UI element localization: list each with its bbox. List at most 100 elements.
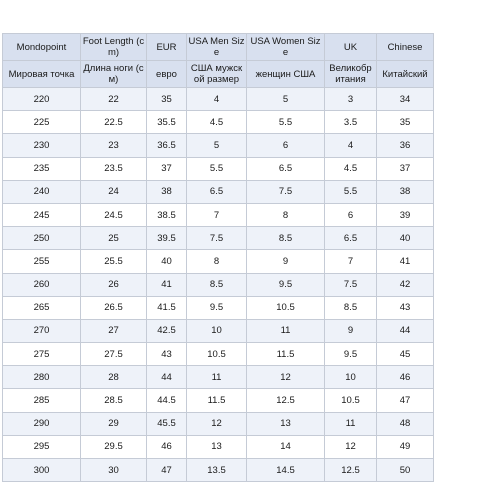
cell-eur: 38.5: [146, 202, 187, 228]
cell-usa-men: 11: [186, 365, 247, 390]
cell-usa-men: 12: [186, 411, 247, 436]
cell-usa-men: 5.5: [186, 156, 247, 181]
header-ru-eur: евро: [146, 60, 187, 88]
cell-foot-length: 23.5: [80, 156, 147, 181]
cell-usa-men: 13.5: [186, 457, 247, 483]
cell-uk: 5.5: [324, 179, 377, 204]
header-mondopoint: Mondopoint: [2, 33, 81, 61]
cell-mondopoint: 290: [2, 411, 81, 436]
header-usa-men: USA Men Size: [186, 33, 247, 61]
cell-uk: 9.5: [324, 342, 377, 367]
table-row: 245 24.5 38.5 7 8 6 39: [2, 202, 434, 228]
cell-uk: 12.5: [324, 457, 377, 483]
cell-usa-men: 7.5: [186, 226, 247, 251]
header-ru-usa-women: женщин США: [246, 60, 325, 88]
cell-chinese: 37: [376, 156, 434, 181]
cell-usa-women: 14: [246, 434, 325, 460]
cell-foot-length: 30: [80, 457, 147, 483]
header-ru-foot-length: Длина ноги (см): [80, 60, 147, 88]
cell-usa-men: 8: [186, 249, 247, 274]
cell-mondopoint: 220: [2, 86, 81, 112]
cell-foot-length: 27: [80, 318, 147, 344]
cell-mondopoint: 245: [2, 202, 81, 228]
size-conversion-table: Mondopoint Foot Length (cm) EUR USA Men …: [2, 33, 434, 483]
cell-chinese: 41: [376, 249, 434, 274]
table-row: 275 27.5 43 10.5 11.5 9.5 45: [2, 342, 434, 367]
cell-mondopoint: 230: [2, 133, 81, 158]
cell-chinese: 46: [376, 365, 434, 390]
cell-foot-length: 25: [80, 226, 147, 251]
cell-eur: 39.5: [146, 226, 187, 251]
header-row-russian: Мировая точка Длина ноги (см) евро США м…: [2, 60, 434, 88]
cell-usa-women: 11.5: [246, 342, 325, 367]
cell-eur: 35: [146, 86, 187, 112]
cell-foot-length: 27.5: [80, 342, 147, 367]
cell-uk: 4.5: [324, 156, 377, 181]
table-row: 270 27 42.5 10 11 9 44: [2, 318, 434, 344]
cell-uk: 3: [324, 86, 377, 112]
cell-uk: 8.5: [324, 295, 377, 320]
cell-usa-men: 6.5: [186, 179, 247, 204]
cell-eur: 41.5: [146, 295, 187, 320]
cell-chinese: 40: [376, 226, 434, 251]
cell-uk: 3.5: [324, 110, 377, 135]
cell-foot-length: 26.5: [80, 295, 147, 320]
cell-chinese: 34: [376, 86, 434, 112]
cell-uk: 10: [324, 365, 377, 390]
cell-chinese: 38: [376, 179, 434, 204]
table-body: Mondopoint Foot Length (cm) EUR USA Men …: [2, 33, 434, 483]
cell-usa-men: 13: [186, 434, 247, 460]
cell-foot-length: 24.5: [80, 202, 147, 228]
header-ru-usa-men: США мужск ой размер: [186, 60, 247, 88]
cell-usa-women: 14.5: [246, 457, 325, 483]
cell-usa-men: 7: [186, 202, 247, 228]
header-ru-uk: Великобр итания: [324, 60, 377, 88]
cell-chinese: 50: [376, 457, 434, 483]
cell-eur: 38: [146, 179, 187, 204]
cell-chinese: 36: [376, 133, 434, 158]
cell-eur: 47: [146, 457, 187, 483]
cell-usa-women: 9: [246, 249, 325, 274]
cell-uk: 7.5: [324, 272, 377, 297]
header-ru-mondopoint: Мировая точка: [2, 60, 81, 88]
cell-foot-length: 23: [80, 133, 147, 158]
cell-mondopoint: 300: [2, 457, 81, 483]
table-row: 280 28 44 11 12 10 46: [2, 365, 434, 390]
table-row: 300 30 47 13.5 14.5 12.5 50: [2, 457, 434, 483]
table-row: 235 23.5 37 5.5 6.5 4.5 37: [2, 156, 434, 181]
cell-mondopoint: 235: [2, 156, 81, 181]
cell-usa-women: 13: [246, 411, 325, 436]
cell-chinese: 39: [376, 202, 434, 228]
cell-usa-men: 10.5: [186, 342, 247, 367]
cell-usa-women: 11: [246, 318, 325, 344]
cell-usa-women: 7.5: [246, 179, 325, 204]
cell-usa-women: 12.5: [246, 388, 325, 413]
cell-eur: 36.5: [146, 133, 187, 158]
cell-eur: 40: [146, 249, 187, 274]
cell-foot-length: 29: [80, 411, 147, 436]
cell-chinese: 49: [376, 434, 434, 460]
cell-mondopoint: 225: [2, 110, 81, 135]
cell-chinese: 47: [376, 388, 434, 413]
cell-mondopoint: 280: [2, 365, 81, 390]
cell-foot-length: 22.5: [80, 110, 147, 135]
cell-chinese: 35: [376, 110, 434, 135]
table-row: 255 25.5 40 8 9 7 41: [2, 249, 434, 274]
cell-chinese: 44: [376, 318, 434, 344]
cell-chinese: 48: [376, 411, 434, 436]
cell-eur: 44.5: [146, 388, 187, 413]
table-row: 225 22.5 35.5 4.5 5.5 3.5 35: [2, 110, 434, 135]
cell-mondopoint: 270: [2, 318, 81, 344]
cell-mondopoint: 295: [2, 434, 81, 460]
cell-usa-men: 11.5: [186, 388, 247, 413]
cell-foot-length: 26: [80, 272, 147, 297]
header-chinese: Chinese: [376, 33, 434, 61]
cell-eur: 45.5: [146, 411, 187, 436]
cell-foot-length: 28: [80, 365, 147, 390]
cell-usa-men: 4.5: [186, 110, 247, 135]
cell-foot-length: 28.5: [80, 388, 147, 413]
cell-eur: 43: [146, 342, 187, 367]
table-row: 220 22 35 4 5 3 34: [2, 86, 434, 112]
size-conversion-table-container: Mondopoint Foot Length (cm) EUR USA Men …: [2, 33, 434, 483]
table-row: 260 26 41 8.5 9.5 7.5 42: [2, 272, 434, 297]
